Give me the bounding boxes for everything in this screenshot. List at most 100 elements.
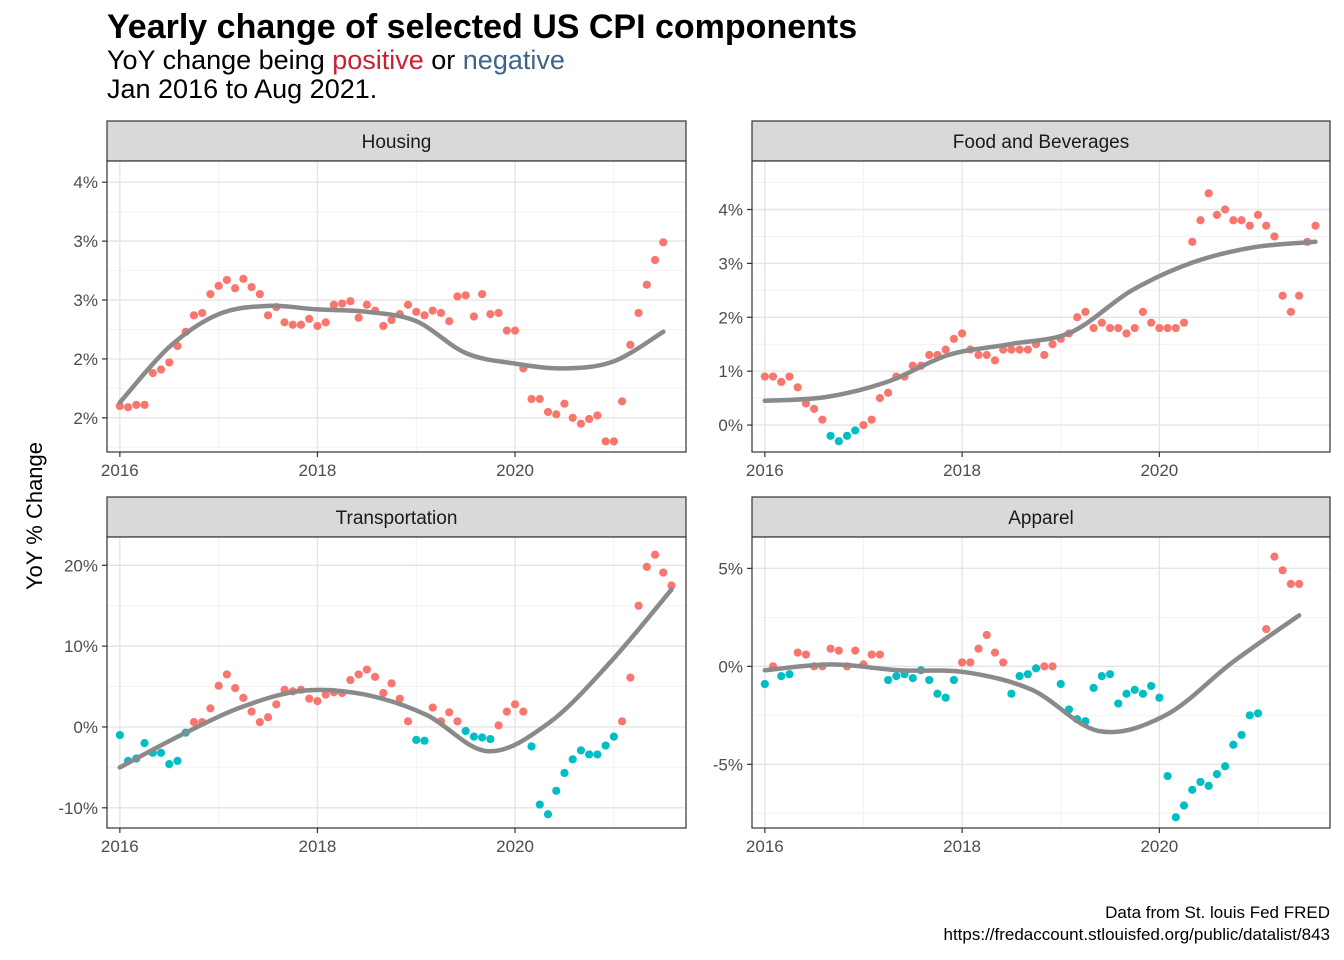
data-point bbox=[206, 290, 215, 299]
data-point bbox=[1056, 679, 1065, 689]
data-point bbox=[535, 800, 544, 809]
data-point bbox=[793, 383, 802, 392]
data-point bbox=[667, 581, 676, 590]
x-tick-label: 2020 bbox=[496, 837, 534, 856]
data-point bbox=[1245, 711, 1254, 720]
data-point bbox=[760, 372, 769, 381]
data-point bbox=[1221, 205, 1230, 214]
data-point bbox=[1311, 221, 1320, 230]
data-point bbox=[1023, 670, 1032, 679]
facet-strip-label: Transportation bbox=[336, 508, 458, 529]
data-point bbox=[990, 648, 1000, 657]
data-point bbox=[1179, 801, 1189, 810]
data-point bbox=[321, 690, 330, 699]
data-point bbox=[1229, 216, 1238, 225]
data-point bbox=[1188, 237, 1197, 246]
data-point bbox=[859, 420, 868, 430]
data-point bbox=[115, 730, 124, 740]
data-point bbox=[810, 404, 819, 413]
y-tick-label: 0% bbox=[718, 657, 743, 676]
data-point bbox=[1286, 307, 1295, 316]
data-point bbox=[1286, 579, 1295, 589]
data-point bbox=[519, 707, 528, 716]
data-point bbox=[875, 394, 884, 403]
data-point bbox=[535, 394, 544, 404]
x-tick-label: 2020 bbox=[1140, 837, 1178, 856]
data-point bbox=[412, 307, 421, 316]
panel-background bbox=[107, 161, 686, 452]
data-point bbox=[1262, 221, 1271, 230]
panel-border bbox=[106, 536, 687, 829]
data-point bbox=[543, 810, 553, 819]
data-point bbox=[1171, 813, 1180, 822]
data-point bbox=[585, 750, 594, 759]
x-tick-label: 2016 bbox=[101, 837, 139, 856]
data-point bbox=[1179, 318, 1189, 327]
data-point bbox=[362, 665, 371, 674]
data-point bbox=[576, 419, 586, 428]
data-point bbox=[966, 658, 975, 667]
data-point bbox=[884, 675, 893, 685]
data-point bbox=[354, 670, 363, 679]
data-point bbox=[1089, 683, 1098, 692]
data-point bbox=[1294, 291, 1304, 300]
data-point bbox=[941, 693, 950, 702]
facet-strip-label: Apparel bbox=[1008, 508, 1074, 529]
data-point bbox=[370, 672, 380, 681]
data-point bbox=[1196, 777, 1205, 787]
data-point bbox=[403, 300, 413, 309]
data-point bbox=[453, 292, 462, 301]
data-point bbox=[346, 297, 355, 306]
y-tick-label: 3% bbox=[73, 291, 98, 310]
data-point bbox=[1278, 566, 1287, 575]
data-point bbox=[445, 708, 454, 717]
trend-line bbox=[117, 587, 674, 770]
data-point bbox=[461, 726, 470, 736]
data-point bbox=[156, 748, 166, 757]
data-point bbox=[1278, 291, 1287, 300]
data-point bbox=[412, 735, 421, 744]
data-point bbox=[949, 675, 958, 685]
x-tick-label: 2018 bbox=[299, 837, 337, 856]
data-point bbox=[362, 300, 371, 309]
data-point bbox=[892, 672, 901, 681]
data-point bbox=[908, 673, 917, 683]
data-point bbox=[280, 318, 289, 327]
data-point bbox=[982, 630, 991, 640]
x-tick-label: 2018 bbox=[943, 461, 981, 480]
data-point bbox=[593, 750, 602, 759]
data-point bbox=[255, 290, 264, 299]
data-point bbox=[494, 308, 503, 318]
y-tick-label: 2% bbox=[718, 308, 743, 327]
subtitle-prefix: YoY change being bbox=[107, 45, 333, 75]
data-point bbox=[1105, 670, 1115, 679]
data-point bbox=[165, 760, 174, 769]
x-tick-label: 2016 bbox=[101, 461, 139, 480]
data-point bbox=[1245, 221, 1254, 230]
data-point bbox=[1097, 672, 1106, 681]
data-point bbox=[478, 290, 487, 299]
data-point bbox=[1138, 689, 1148, 698]
data-point bbox=[288, 320, 297, 329]
data-point bbox=[1270, 552, 1279, 561]
panel-background bbox=[752, 161, 1330, 452]
data-point bbox=[1237, 730, 1246, 740]
data-point bbox=[436, 308, 446, 318]
data-point bbox=[1007, 345, 1016, 354]
data-point bbox=[851, 426, 860, 435]
data-point bbox=[785, 372, 794, 381]
data-point bbox=[354, 313, 363, 322]
data-point bbox=[478, 733, 487, 742]
data-point bbox=[1188, 785, 1197, 794]
x-tick-label: 2018 bbox=[299, 461, 337, 480]
data-point bbox=[957, 329, 967, 338]
caption-source: Data from St. louis Fed FRED bbox=[1105, 903, 1330, 922]
data-point bbox=[527, 394, 536, 404]
facet-food-and-beverages: Food and Beverages 0% 1% 2% 3% 4% 2016 2018 2020 bbox=[718, 120, 1331, 480]
data-point bbox=[568, 755, 577, 764]
facet-strip bbox=[751, 496, 1331, 538]
data-point bbox=[1237, 216, 1246, 225]
data-point bbox=[486, 734, 495, 744]
trend-line bbox=[762, 613, 1302, 735]
data-point bbox=[1122, 689, 1131, 698]
